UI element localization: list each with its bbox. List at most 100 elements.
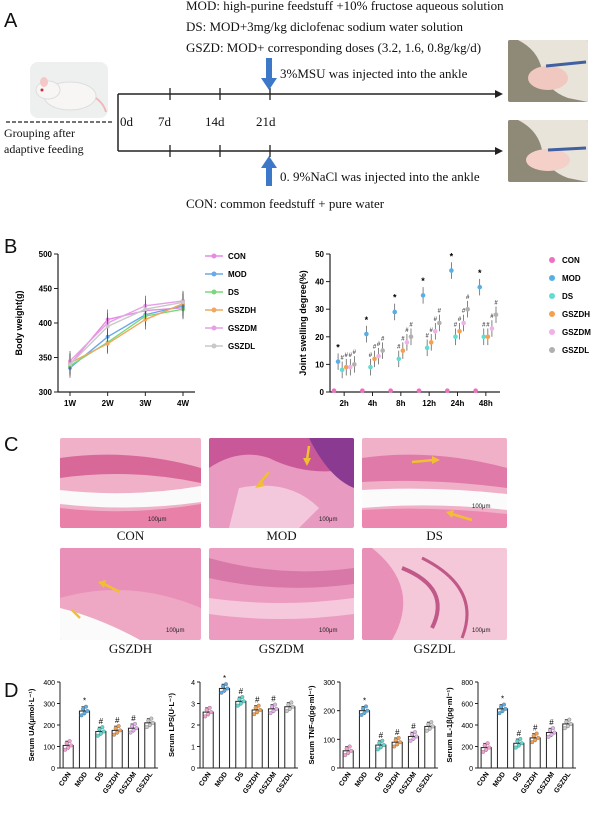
serum-3-dot-gszdh	[534, 731, 539, 736]
serum-1-dot-gszdm	[271, 709, 276, 713]
scale-ds: 100μm	[472, 504, 490, 510]
serum-0-dot-con	[64, 741, 69, 746]
swelling-point-gszdl	[493, 312, 499, 318]
serum-3-dot-ds	[516, 743, 521, 748]
serum-2-dot-mod	[364, 704, 368, 709]
serum-3-dot-gszdl	[565, 724, 570, 729]
serum-0-dot-mod	[79, 713, 84, 718]
serum-0-dot-mod	[81, 706, 85, 711]
swelling-significance-star: *	[478, 268, 482, 278]
serum-2-dot-gszdl	[424, 728, 429, 733]
swelling-ytick-label: 20	[315, 333, 324, 342]
serum-1-ytick-label: 4	[191, 680, 195, 687]
con-description: CON: common feedstuff + pure water	[186, 196, 385, 211]
serum-2-dot-gszdl	[430, 724, 435, 729]
serum-0-dot-gszdm	[131, 728, 136, 733]
swelling-legend-label-ds: DS	[562, 292, 574, 301]
serum-2-ytick-label: 300	[323, 680, 335, 687]
serum-1-dot-gszdl	[287, 706, 292, 711]
histology-mod: 100μm	[209, 438, 354, 528]
serum-0-dot-gszdh	[113, 726, 118, 731]
scale-con: 100μm	[148, 517, 166, 523]
serum-1-ytick-label: 0	[191, 766, 195, 773]
swelling-point-con	[416, 388, 422, 393]
serum-3-bar-mod	[496, 708, 509, 769]
swelling-ytick-label: 40	[315, 278, 324, 287]
scale-mod: 100μm	[319, 517, 337, 523]
serum-2-ytick-label: 100	[323, 737, 335, 744]
weight-legend-marker-gszdm	[211, 325, 217, 331]
swelling-significance-hash: #	[466, 295, 470, 301]
serum-0-ytick-label: 400	[43, 680, 55, 687]
weight-legend-marker-ds	[211, 289, 217, 295]
serum-2-dot-gszdh	[393, 738, 398, 742]
serum-2-ytick-label: 200	[323, 709, 335, 716]
serum-2-dot-ds	[381, 743, 386, 748]
histology-label-gszdl: GSZDL	[413, 641, 456, 656]
serum-1-dot-gszdh	[252, 712, 257, 717]
serum-1-dot-ds	[241, 699, 246, 704]
swelling-legend-marker-con	[549, 257, 555, 263]
swelling-legend-label-con: CON	[562, 256, 580, 265]
serum-1-dot-gszdm	[268, 711, 273, 716]
serum-0-dot-gszdm	[134, 726, 139, 731]
swelling-xtick-label: 8h	[396, 399, 405, 408]
mod-description: MOD: high-purine feedstuff +10% fructose…	[186, 0, 504, 13]
serum-0-dot-con	[66, 745, 71, 750]
serum-3-dot-gszdl	[564, 719, 569, 724]
histology-ds: 100μm	[362, 438, 507, 528]
swelling-point-con	[473, 388, 478, 393]
swelling-point-gszdh	[372, 356, 377, 362]
serum-0-mark-gszdm: #	[131, 714, 136, 723]
swelling-significance-star: *	[421, 276, 425, 286]
swelling-significance-hash: #	[486, 323, 490, 329]
weight-legend-label-gszdh: GSZDH	[228, 306, 256, 315]
serum-1-dot-mod	[224, 682, 228, 687]
serum-1-dot-ds	[240, 695, 245, 699]
serum-0-y-label: Serum UA(μmol·L⁻¹)	[27, 688, 36, 761]
serum-3-xtick-label-mod: MOD	[492, 771, 507, 788]
serum-0-dot-gszdh	[116, 724, 121, 729]
serum-0-mark-gszdh: #	[115, 716, 120, 725]
serum-1-dot-gszdh	[255, 710, 260, 715]
serum-0-dot-con	[69, 743, 74, 748]
serum-0-dot-gszdm	[133, 721, 137, 726]
serum-1-dot-gszdl	[286, 702, 291, 707]
serum-0-xtick-label-ds: DS	[94, 771, 106, 783]
serum-1-dot-mod	[219, 690, 224, 695]
serum-3-dot-gszdm	[548, 728, 552, 733]
serum-2-mark-gszdh: #	[395, 728, 400, 737]
serum-1-dot-ds	[237, 697, 242, 702]
serum-2-dot-mod	[361, 706, 365, 711]
serum-2-dot-gszdm	[410, 732, 414, 737]
serum-2-dot-ds	[377, 740, 382, 745]
serum-3-dot-con	[481, 749, 486, 754]
weight-xtick-label: 2W	[102, 399, 114, 408]
timepoint-7d: 7d	[158, 114, 171, 129]
serum-1-dot-con	[209, 710, 214, 715]
weight-xtick-label: 3W	[139, 399, 151, 408]
serum-0-dot-gszdh	[118, 728, 123, 733]
weight-point-gszdl	[68, 362, 72, 367]
swelling-point-mod	[420, 293, 426, 298]
serum-1-dot-mod	[225, 686, 230, 691]
swelling-significance-hash: #	[454, 323, 458, 329]
panel-b-letter: B	[4, 236, 18, 258]
swelling-point-ds	[453, 334, 458, 340]
grouping-label-1: Grouping after	[4, 126, 75, 140]
serum-3-dot-mod	[500, 709, 505, 713]
serum-1-dot-gszdh	[256, 703, 261, 708]
serum-0-bar-mod	[78, 710, 91, 769]
serum-2-dot-ds	[380, 738, 385, 743]
weight-point-gszdh	[143, 317, 148, 322]
timepoint-0d: 0d	[120, 114, 133, 129]
weight-point-gszdl	[143, 307, 148, 312]
serum-3-dot-ds	[515, 739, 520, 744]
weight-y-label: Body weight(g)	[14, 291, 24, 356]
serum-0-dot-con	[63, 747, 68, 752]
swelling-xtick-label: 12h	[422, 399, 436, 408]
scale-gszdl: 100μm	[472, 628, 490, 634]
swelling-point-gszdl	[408, 334, 414, 340]
swelling-point-gszdh	[400, 348, 406, 353]
swelling-point-ds	[481, 334, 487, 340]
